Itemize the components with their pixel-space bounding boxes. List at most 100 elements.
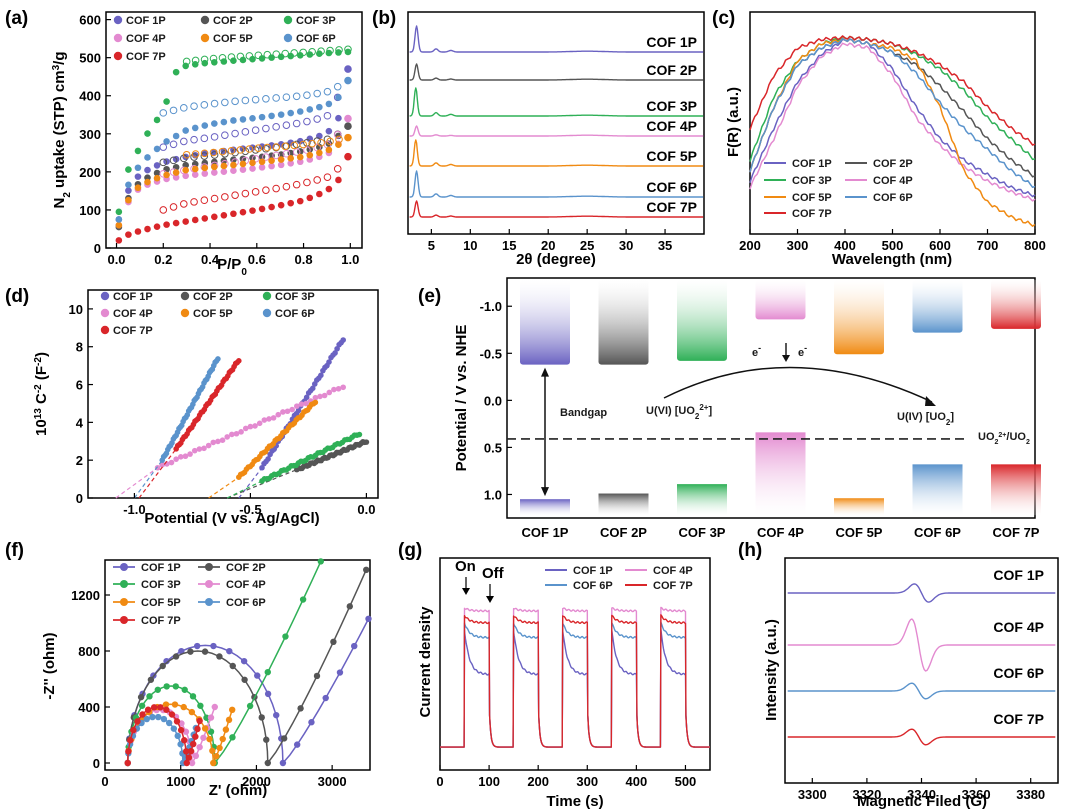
panel-label: (d) xyxy=(5,286,29,307)
data-point xyxy=(168,711,176,718)
data-point xyxy=(174,732,181,740)
data-point xyxy=(240,657,248,665)
data-point xyxy=(194,725,201,733)
data-point xyxy=(201,648,209,655)
x-tick-label: 600 xyxy=(929,238,951,253)
desorption-point xyxy=(231,129,239,138)
data-point xyxy=(163,706,170,713)
data-point xyxy=(163,657,170,665)
x-tick-label: 0.0 xyxy=(107,252,125,267)
data-point xyxy=(172,683,180,690)
desorption-point xyxy=(231,97,239,106)
data-point xyxy=(200,734,207,741)
adsorption-point xyxy=(287,52,294,60)
desorption-point xyxy=(303,146,311,154)
off-label: Off xyxy=(482,565,505,582)
adsorption-point xyxy=(134,164,142,172)
series-cof7p xyxy=(138,358,242,499)
legend-label: COF 1P xyxy=(113,291,153,303)
adsorption-point xyxy=(249,165,256,172)
desorption-point xyxy=(180,104,188,112)
adsorption-point xyxy=(325,127,333,135)
y-axis-label-part: /g xyxy=(51,51,68,64)
adsorption-point xyxy=(344,77,352,84)
panel-label: (e) xyxy=(418,286,441,307)
y-tick-label: 0 xyxy=(76,491,83,506)
desorption-point xyxy=(254,144,263,152)
adsorption-point xyxy=(134,173,142,180)
y-tick-label: 2 xyxy=(76,453,83,468)
data-point xyxy=(124,759,131,767)
series-label: COF 5P xyxy=(646,148,697,164)
y-tick-label: 200 xyxy=(79,165,101,180)
desorption-point xyxy=(292,180,301,189)
desorption-point xyxy=(262,95,270,103)
data-point xyxy=(210,439,217,446)
y-axis-label-sup: 3 xyxy=(51,64,62,70)
legend-label: COF 4P xyxy=(226,579,266,591)
data-point xyxy=(284,408,291,415)
adsorption-point xyxy=(296,108,304,115)
data-point xyxy=(144,706,152,713)
data-point xyxy=(317,558,324,565)
on-label: On xyxy=(455,558,476,575)
desorption-point xyxy=(290,141,299,150)
desorption-point xyxy=(323,111,332,120)
desorption-point xyxy=(263,143,272,152)
desorption-point xyxy=(344,65,352,73)
desorption-point xyxy=(272,184,280,193)
data-point xyxy=(298,401,305,407)
adsorption-point xyxy=(201,215,209,222)
series-label: COF 1P xyxy=(993,567,1044,583)
data-point xyxy=(171,701,179,708)
data-point xyxy=(160,715,168,723)
data-point xyxy=(182,453,189,460)
adsorption-point xyxy=(344,115,352,122)
y-axis-label-part: 10 xyxy=(33,419,50,436)
desorption-point xyxy=(182,57,191,66)
conduction-band-bar xyxy=(598,279,649,365)
legend-label: COF 3P xyxy=(296,15,336,27)
category-label: COF 5P xyxy=(836,525,883,540)
valence-band-bar xyxy=(834,498,884,516)
adsorption-point xyxy=(239,160,247,168)
drs-trace xyxy=(749,42,1036,202)
data-point xyxy=(173,456,179,462)
x-tick-label: 3000 xyxy=(318,774,347,789)
data-point xyxy=(225,716,233,724)
legend-label: COF 6P xyxy=(573,580,613,592)
data-point xyxy=(165,719,173,727)
data-point xyxy=(209,747,216,754)
y-axis-label-part: N xyxy=(51,198,68,209)
data-point xyxy=(261,417,268,423)
x-tick-label: 0.8 xyxy=(295,252,313,267)
desorption-point xyxy=(245,52,254,60)
data-point xyxy=(270,415,277,421)
desorption-point xyxy=(326,137,334,146)
adsorption-point xyxy=(115,221,123,229)
series-cof7p xyxy=(115,152,352,244)
data-point xyxy=(254,672,261,679)
data-point xyxy=(168,459,175,466)
adsorption-point xyxy=(182,127,189,134)
legend-label: COF 4P xyxy=(113,308,153,320)
x-tick-label: 700 xyxy=(977,238,999,253)
adsorption-point xyxy=(258,55,266,62)
legend-label: COF 4P xyxy=(126,33,166,45)
panel-h: (h) COF 1P COF 4P COF 6P COF 7P 3300 3320 3340 3… xyxy=(738,540,1059,810)
eis-curve xyxy=(126,706,201,764)
x-tick-label: 10 xyxy=(463,238,477,253)
data-point xyxy=(279,759,287,767)
adsorption-point xyxy=(344,153,352,160)
data-point xyxy=(322,694,329,702)
uiv-text: ] xyxy=(950,411,954,423)
legend-label: COF 2P xyxy=(873,158,913,170)
adsorption-point xyxy=(211,169,218,176)
desorption-point xyxy=(263,50,272,59)
category-label: COF 3P xyxy=(679,525,726,540)
x-tick-label: 35 xyxy=(658,238,672,253)
adsorption-point xyxy=(211,213,218,221)
conduction-band-bar xyxy=(834,279,884,355)
adsorption-point xyxy=(268,162,275,170)
x-tick-label: 0 xyxy=(101,774,108,789)
